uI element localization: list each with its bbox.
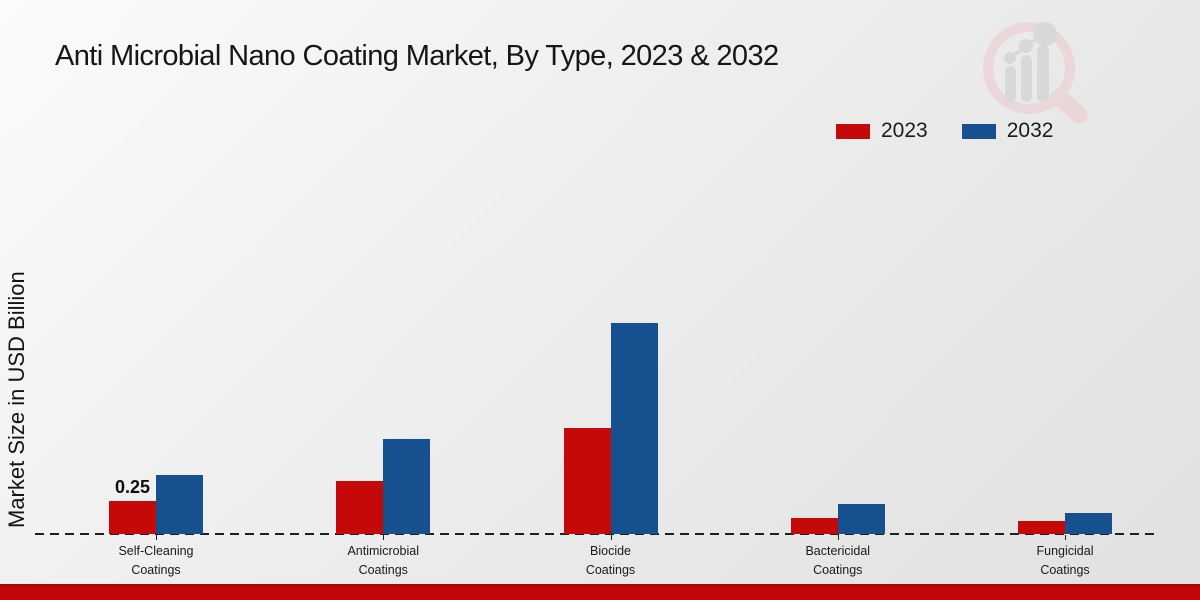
x-axis-baseline [35,533,1158,535]
x-axis-tick-self-cleaning-coatings [156,535,157,540]
x-axis-label-biocide-coatings: Biocide Coatings [585,544,636,578]
legend-swatch-2023 [836,123,870,139]
legend-swatch-2032 [961,123,996,139]
bar-2032-antimicrobial-coatings [383,439,431,534]
bar-2023-fungicidal-coatings [1018,521,1065,534]
legend-label-2032: 2032 [1006,119,1054,142]
x-axis-tick-biocide-coatings [610,535,612,540]
x-axis-tick-fungicidal-coatings [1065,535,1066,540]
market-research-future-logo-icon [983,22,1088,124]
x-axis-label-self-cleaning-coatings: Self-Cleaning Coatings [118,544,194,578]
chart-title: Anti Microbial Nano Coating Market, By T… [55,40,779,72]
bar-2023-biocide-coatings [563,428,611,534]
legend-label-2023: 2023 [881,119,928,142]
data-label-2023-self-cleaning-coatings: 0.25 [114,477,151,497]
bar-2023-antimicrobial-coatings [336,481,384,534]
bar-2032-biocide-coatings [610,323,658,534]
bar-2032-self-cleaning-coatings [156,475,203,534]
bar-2032-bactericidal-coatings [837,504,885,534]
x-axis-label-antimicrobial-coatings: Antimicrobial Coatings [347,544,420,578]
footer-accent-strip [0,584,1200,600]
bar-2032-fungicidal-coatings [1065,513,1112,534]
legend-item-2032: 2032 [961,119,1054,143]
bar-2023-bactericidal-coatings [790,518,838,534]
chart-legend: 2023 2032 [836,119,1053,143]
x-axis-tick-antimicrobial-coatings [383,535,385,540]
x-axis-tick-bactericidal-coatings [837,535,839,540]
bar-2023-self-cleaning-coatings [109,501,156,534]
x-axis-label-fungicidal-coatings: Fungicidal Coatings [1036,544,1094,578]
x-axis-label-bactericidal-coatings: Bactericidal Coatings [805,544,871,578]
legend-item-2023: 2023 [836,119,928,143]
